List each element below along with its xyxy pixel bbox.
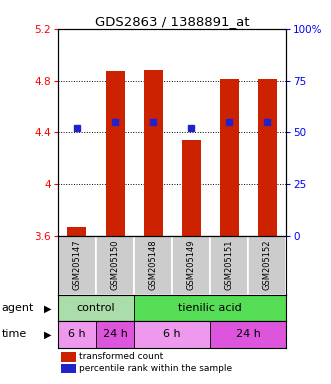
Bar (220, 79, 239, 236)
Bar (106, 71, 124, 236)
Bar (68, 227, 86, 236)
Text: GSM205149: GSM205149 (187, 239, 196, 290)
Bar (248, 236, 286, 295)
Text: GSM205151: GSM205151 (225, 239, 234, 290)
Text: 24 h: 24 h (236, 329, 261, 339)
Bar (210, 321, 286, 348)
Bar (134, 321, 210, 348)
Bar (96, 236, 134, 295)
Text: GSM205148: GSM205148 (149, 239, 158, 290)
Text: agent: agent (2, 303, 34, 313)
Text: GSM205147: GSM205147 (72, 239, 81, 290)
Text: GSM205150: GSM205150 (111, 239, 119, 290)
Text: 24 h: 24 h (103, 329, 127, 339)
Text: time: time (2, 329, 27, 339)
Text: control: control (77, 303, 115, 313)
Text: ▶: ▶ (44, 303, 52, 313)
Bar (144, 70, 163, 236)
Text: percentile rank within the sample: percentile rank within the sample (79, 364, 233, 373)
Bar (258, 79, 277, 236)
Bar (96, 321, 134, 348)
Text: 6 h: 6 h (163, 329, 181, 339)
Bar (210, 236, 248, 295)
Bar (58, 295, 134, 321)
Text: tienilic acid: tienilic acid (178, 303, 242, 313)
Title: GDS2863 / 1388891_at: GDS2863 / 1388891_at (95, 15, 249, 28)
Bar (134, 236, 172, 295)
Bar (58, 321, 96, 348)
Text: 6 h: 6 h (68, 329, 86, 339)
Bar (172, 236, 210, 295)
Bar (58, 236, 96, 295)
Bar (134, 295, 286, 321)
Bar (182, 140, 201, 236)
Text: ▶: ▶ (44, 329, 52, 339)
Text: GSM205152: GSM205152 (263, 239, 272, 290)
Text: transformed count: transformed count (79, 353, 164, 361)
